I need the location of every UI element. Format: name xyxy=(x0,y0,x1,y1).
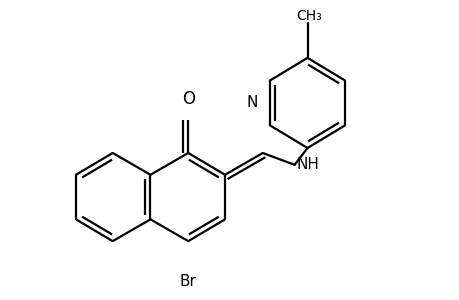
Text: Br: Br xyxy=(179,274,196,289)
Text: O: O xyxy=(181,90,194,108)
Text: N: N xyxy=(246,95,257,110)
Text: CH₃: CH₃ xyxy=(296,9,322,23)
Text: NH: NH xyxy=(296,158,319,172)
